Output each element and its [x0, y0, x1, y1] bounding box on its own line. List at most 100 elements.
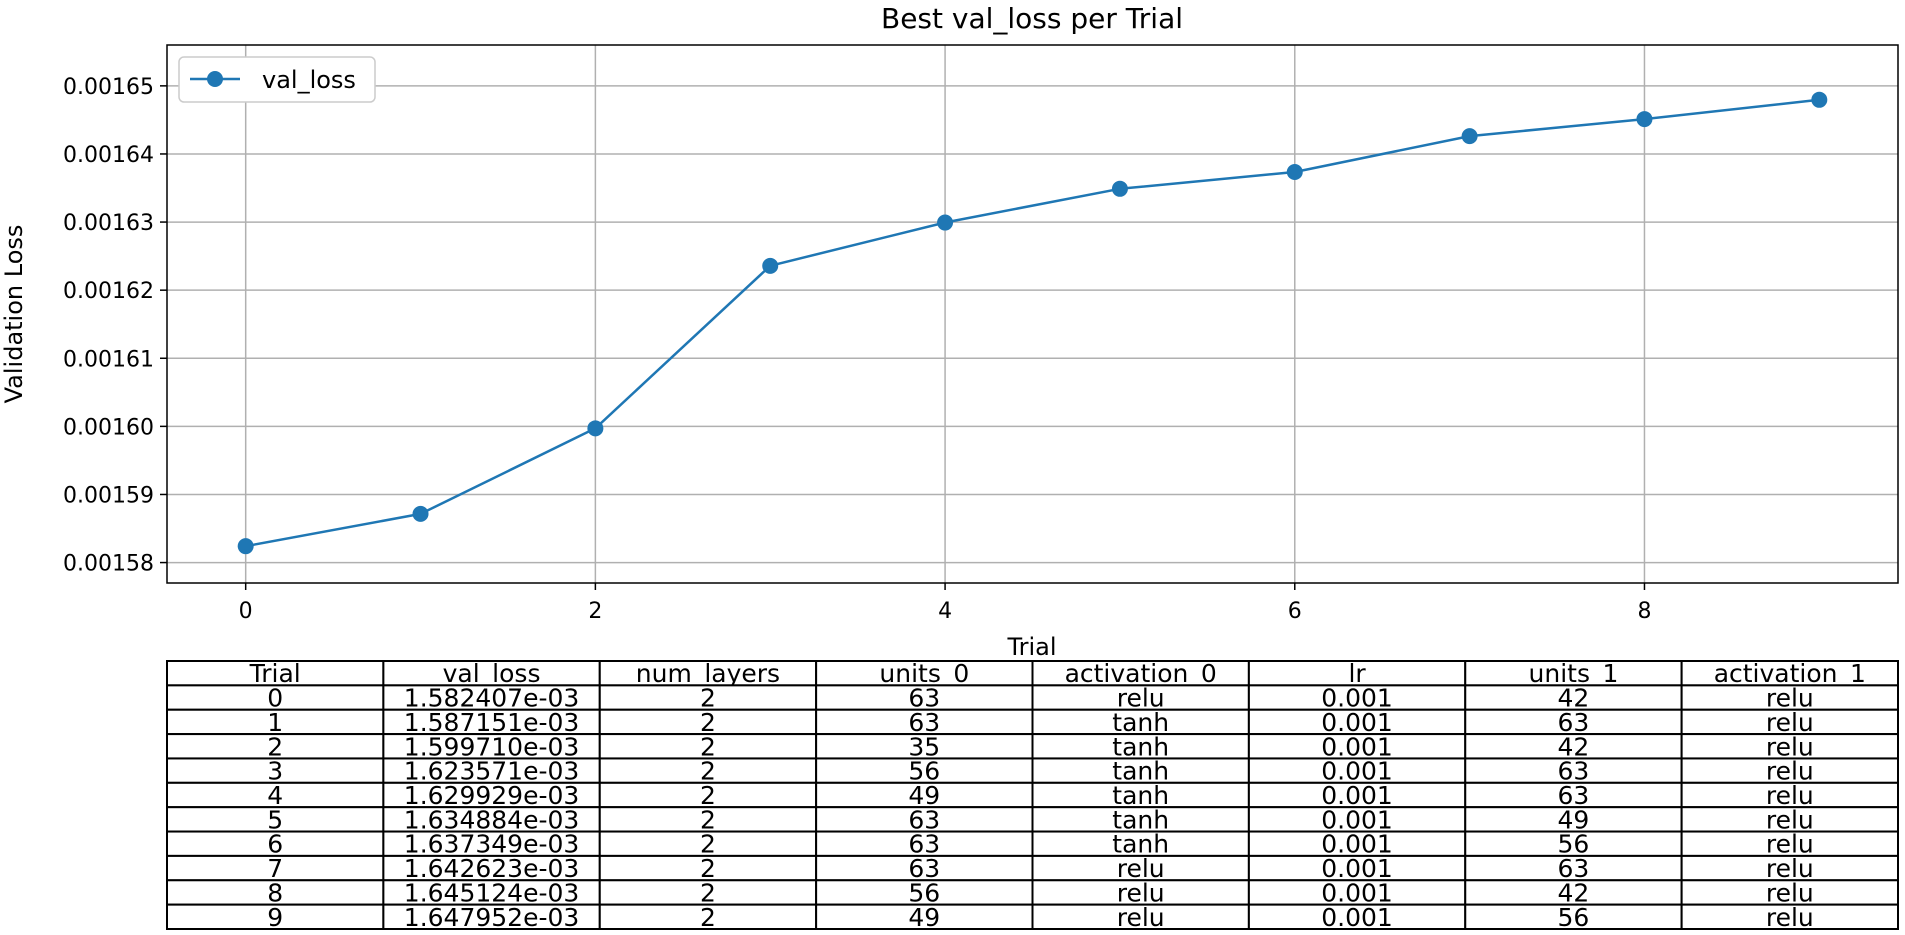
table-header-cell	[166, 660, 385, 687]
table-cell-text: 63	[908, 805, 940, 834]
table-cell-text: 0.001	[1321, 684, 1393, 713]
table-cell-text: 1.647952e-03	[404, 903, 580, 932]
table-cell-text: 2	[700, 684, 716, 713]
table-cell-text: relu	[1766, 708, 1814, 737]
table-cell-text: 63	[1558, 854, 1590, 883]
table-cell	[815, 806, 1034, 833]
table-cell-text: 0.001	[1321, 708, 1393, 737]
table-cell-text: tanh	[1112, 781, 1169, 810]
table-cell-text: 1.587151e-03	[404, 708, 580, 737]
table-cell-text: 2	[700, 805, 716, 834]
table-cell-text: relu	[1117, 854, 1165, 883]
table-cell-text: 2	[700, 830, 716, 859]
table-cell-text: 63	[908, 708, 940, 737]
chart-title: Best val_loss per Trial	[881, 2, 1183, 35]
y-tick-label: 0.00158	[63, 552, 154, 577]
table-cell	[1464, 830, 1683, 857]
table-cell	[1464, 781, 1683, 809]
y-tick-label: 0.00164	[63, 143, 154, 168]
table-cell-text: 8	[267, 878, 283, 907]
x-axis-label: Trial	[1006, 633, 1056, 661]
x-tick-label: 2	[588, 599, 602, 624]
y-axis-label: Validation Loss	[0, 225, 28, 404]
table-cell-text: 0.001	[1321, 805, 1393, 834]
plot-background	[167, 45, 1898, 583]
table-cell-text: 56	[1558, 903, 1590, 932]
table-cell-text: 2	[700, 878, 716, 907]
table-cell-text: relu	[1766, 805, 1814, 834]
table-cell	[598, 854, 818, 882]
table-cell-text: 49	[1558, 805, 1590, 834]
table-cell-text: 56	[908, 878, 940, 907]
table-cell-text: relu	[1766, 732, 1814, 761]
table-cell-text: relu	[1766, 684, 1814, 713]
table-cell	[1031, 781, 1250, 809]
table-cell	[382, 854, 601, 882]
table-cell-text: 1.634884e-03	[404, 805, 580, 834]
table-cell	[1464, 854, 1683, 882]
table-cell-text: 42	[1558, 732, 1590, 761]
table-cell	[382, 733, 601, 760]
table-header-cell	[815, 660, 1034, 687]
table-cell-text: 0.001	[1321, 903, 1393, 932]
table-cell	[166, 903, 385, 930]
table-header-text: lr	[1348, 659, 1366, 688]
table-cell-text: 0.001	[1321, 757, 1393, 786]
table-cell-text: 63	[908, 854, 940, 883]
table-cell	[1680, 903, 1899, 930]
table-cell	[382, 806, 601, 833]
table-cell-text: 1.642623e-03	[404, 854, 580, 883]
table-cell-text: 7	[267, 854, 283, 883]
table-cell-text: 63	[1558, 708, 1590, 737]
table-cell-text: 49	[908, 781, 940, 810]
x-tick-label: 0	[239, 599, 253, 624]
table-cell-text: relu	[1766, 757, 1814, 786]
table-cell-text: relu	[1766, 878, 1814, 907]
y-tick-label: 0.00163	[63, 211, 154, 236]
table-cell-text: relu	[1766, 854, 1814, 883]
table-cell-text: relu	[1766, 781, 1814, 810]
grid	[167, 45, 1898, 583]
table-cell	[1247, 879, 1467, 906]
table-cell-text: 0.001	[1321, 781, 1393, 810]
table-cell-text: 56	[1558, 830, 1590, 859]
table-cell	[598, 903, 818, 930]
table-cell-text: 63	[1558, 781, 1590, 810]
table-cell	[382, 684, 601, 711]
table-cell-text: 2	[267, 732, 283, 761]
table-header-text: units_0	[879, 659, 969, 688]
table-cell	[1031, 684, 1250, 711]
data-point	[937, 214, 954, 231]
table-cell	[598, 830, 818, 857]
table-cell-text: 5	[267, 805, 283, 834]
table-cell-text: 1.637349e-03	[404, 830, 580, 859]
table-cell-text: 4	[267, 781, 283, 810]
table-cell-text: 56	[908, 757, 940, 786]
y-tick-label: 0.00160	[63, 415, 154, 440]
data-point	[1286, 164, 1303, 181]
x-tick-label: 6	[1288, 599, 1302, 624]
data-point	[587, 420, 604, 437]
table-cell-text: 0	[267, 684, 283, 713]
series	[237, 91, 1828, 555]
table-cell-text: 1.599710e-03	[404, 732, 580, 761]
x-tick-label: 8	[1637, 599, 1651, 624]
table-header-text: activation_1	[1714, 659, 1866, 688]
table-cell-text: 3	[267, 757, 283, 786]
y-tick-label: 0.00161	[63, 347, 154, 372]
table-cell-text: 63	[1558, 757, 1590, 786]
table-cell-text: 1.645124e-03	[404, 878, 580, 907]
table-cell-text: 42	[1558, 684, 1590, 713]
table-cell-text: 2	[700, 854, 716, 883]
table-cell-text: tanh	[1112, 830, 1169, 859]
table-cell-text: 6	[267, 830, 283, 859]
table-cell	[1680, 879, 1899, 906]
table-header-text: val_loss	[443, 659, 541, 688]
legend-marker	[207, 71, 223, 87]
table-cell	[166, 781, 385, 809]
table-cell-text: relu	[1766, 903, 1814, 932]
table-header-text: units_1	[1529, 659, 1619, 688]
table-cell-text: tanh	[1112, 805, 1169, 834]
table-cell-text: 35	[908, 732, 940, 761]
